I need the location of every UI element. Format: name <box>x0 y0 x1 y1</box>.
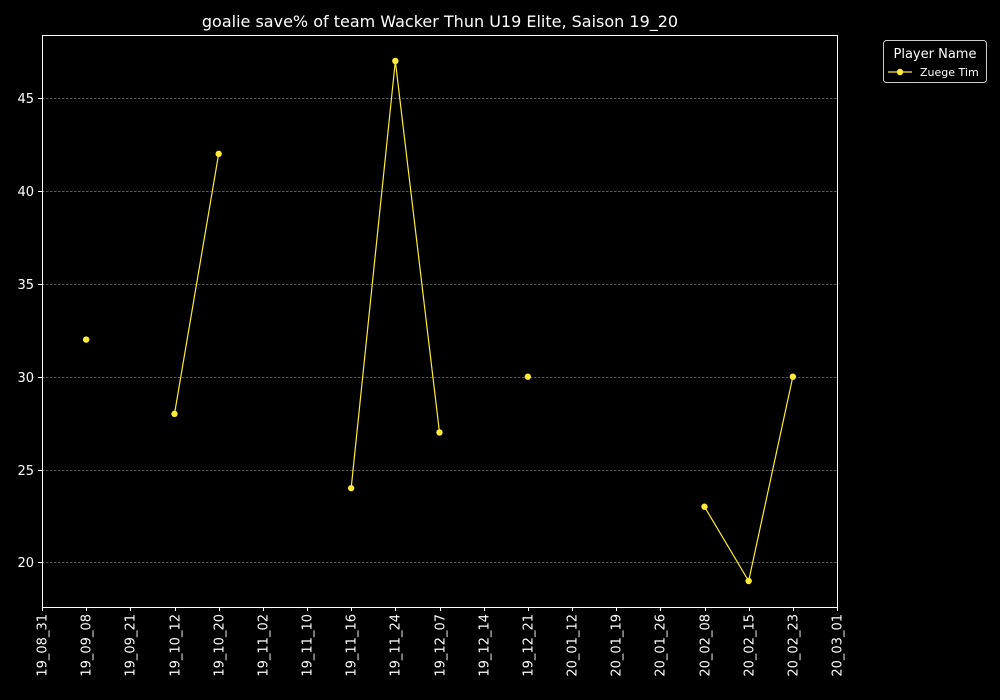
x-tick-label: 19_09_08 <box>80 614 95 677</box>
legend-entry-label: Zuege Tim <box>920 66 979 79</box>
data-point <box>82 336 90 343</box>
x-tick-label: 19_12_14 <box>478 614 493 677</box>
x-tick-label: 19_12_21 <box>522 614 537 677</box>
series-line-segment <box>350 60 441 489</box>
legend: Player Name Zuege Tim <box>883 40 987 83</box>
legend-point-marker <box>896 68 904 76</box>
chart-title: goalie save% of team Wacker Thun U19 Eli… <box>202 12 678 32</box>
y-tick-label: 20 <box>17 556 34 571</box>
x-tick-label: 19_11_02 <box>257 614 272 677</box>
x-tick-label: 19_11_10 <box>301 614 316 677</box>
x-tick-label: 19_08_31 <box>36 614 51 677</box>
y-tick-label: 25 <box>17 464 34 479</box>
y-tick-label: 40 <box>17 185 34 200</box>
data-point <box>789 373 797 380</box>
x-tick-label: 19_11_16 <box>345 614 360 677</box>
data-point <box>171 410 178 418</box>
series-line-segment <box>703 376 794 583</box>
x-tick-label: 20_03_01 <box>831 614 846 677</box>
legend-title: Player Name <box>894 47 977 62</box>
y-tick-label: 45 <box>17 92 34 107</box>
data-point <box>347 484 355 492</box>
grid <box>42 98 837 563</box>
x-tick-label: 20_02_08 <box>699 614 714 677</box>
data-point <box>436 429 443 436</box>
data-point <box>392 57 399 65</box>
data-point <box>701 503 708 510</box>
y-tick-label: 30 <box>17 371 34 386</box>
x-tick-label: 20_01_19 <box>610 614 625 677</box>
y-axis: 20 25 30 35 40 45 <box>17 92 42 571</box>
x-tick-label: 19_12_07 <box>434 614 449 677</box>
x-tick-label: 19_09_21 <box>124 614 139 677</box>
x-axis: 19_08_31 19_09_08 19_09_21 19_10_12 19_10_20… <box>36 607 846 677</box>
x-tick-label: 20_01_12 <box>566 614 581 677</box>
data-point <box>215 150 222 158</box>
x-tick-label: 19_10_12 <box>169 614 184 677</box>
series-layer <box>82 57 797 585</box>
x-tick-label: 19_10_20 <box>213 614 228 677</box>
data-point <box>745 577 752 585</box>
x-tick-label: 19_11_24 <box>389 614 404 677</box>
x-tick-label: 20_02_15 <box>743 614 758 677</box>
plot-frame <box>42 35 838 608</box>
series-line-segment <box>173 153 220 414</box>
data-point <box>524 373 532 380</box>
x-tick-label: 20_02_23 <box>787 614 802 677</box>
x-tick-label: 20_01_26 <box>654 614 669 677</box>
y-tick-label: 35 <box>17 278 34 293</box>
